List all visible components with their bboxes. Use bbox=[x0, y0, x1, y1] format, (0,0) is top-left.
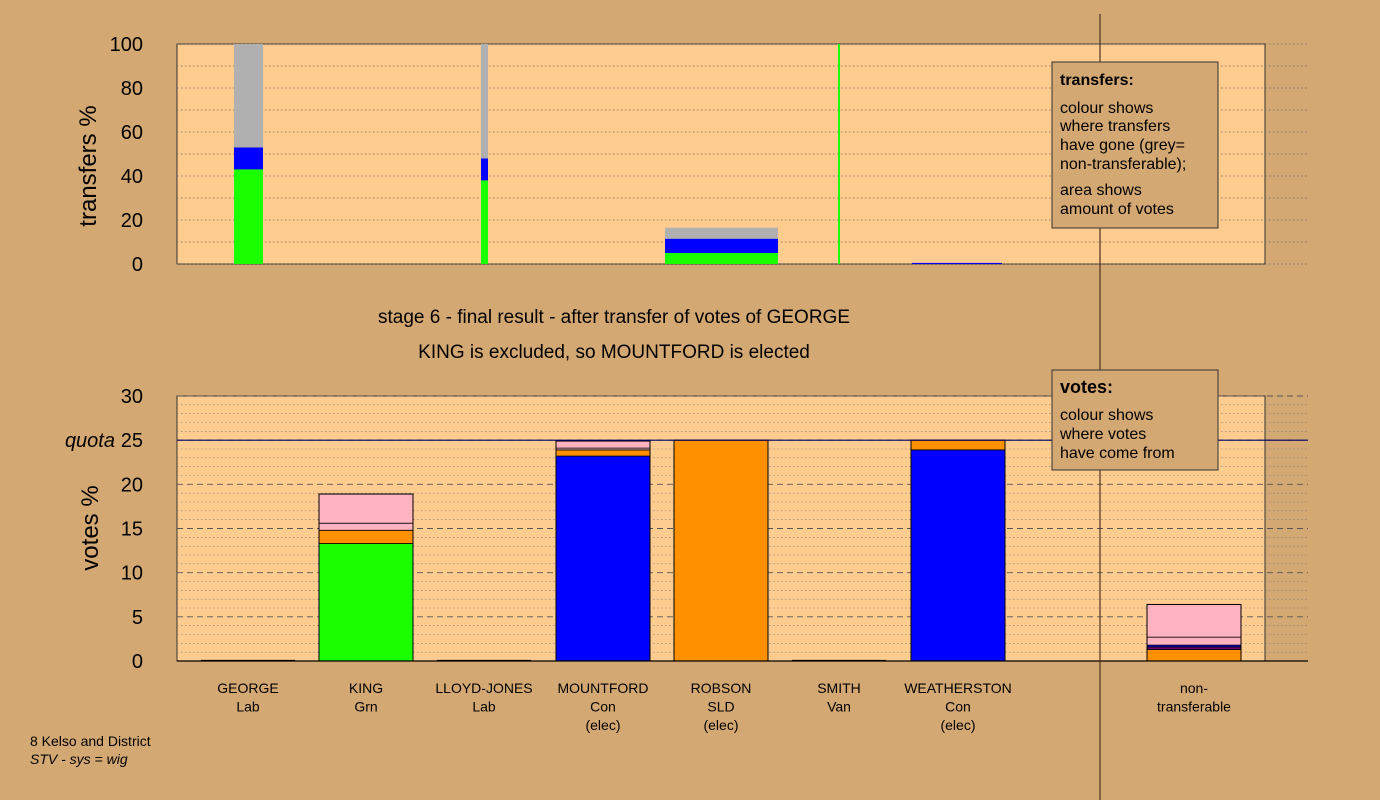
transfers-legend-line: non-transferable); bbox=[1060, 156, 1186, 173]
transfers-legend-line: where transfers bbox=[1059, 118, 1170, 135]
transfer-bar-segment bbox=[912, 262, 1002, 264]
transfers-y-tick-label: 60 bbox=[121, 122, 143, 144]
votes-bars bbox=[201, 439, 1242, 662]
candidate-label-line: (elec) bbox=[703, 717, 738, 733]
transfers-legend-line: area shows bbox=[1060, 182, 1142, 199]
vote-bar-segment bbox=[673, 439, 769, 662]
vote-bar-segment bbox=[910, 439, 1006, 451]
transfers-y-tick-label: 40 bbox=[121, 166, 143, 188]
candidate-label-line: LLOYD-JONES bbox=[435, 680, 532, 696]
transfer-bar-segment bbox=[665, 253, 778, 264]
candidate-label-line: MOUNTFORD bbox=[558, 680, 649, 696]
votes-y-tick-label: 20 bbox=[121, 474, 143, 496]
votes-y-ticks: 0 5 10 15 20 30 25 bbox=[121, 386, 143, 673]
transfers-y-tick-label: 80 bbox=[121, 78, 143, 100]
candidate-label-line: Lab bbox=[236, 699, 260, 715]
transfers-legend: transfers: colour shows where transfers … bbox=[1051, 61, 1219, 229]
transfers-bars bbox=[234, 44, 1002, 264]
vote-bar-segment bbox=[555, 455, 651, 662]
vote-bar-segment bbox=[318, 543, 414, 662]
candidate-label-line: GEORGE bbox=[217, 680, 278, 696]
votes-legend-title: votes: bbox=[1060, 377, 1113, 397]
transfer-bar-segment bbox=[234, 169, 263, 264]
transfer-bar-segment bbox=[481, 180, 488, 264]
vote-bar-segment bbox=[555, 440, 651, 449]
transfers-y-tick-label: 0 bbox=[132, 254, 143, 276]
quota-label: quota bbox=[65, 430, 115, 452]
transfers-y-ticks: 0 20 40 60 80 100 bbox=[110, 34, 143, 276]
candidate-label-line: (elec) bbox=[940, 717, 975, 733]
transfer-bar-segment bbox=[481, 44, 488, 159]
transfer-bar-segment bbox=[665, 238, 778, 253]
candidate-label-line: non- bbox=[1180, 680, 1208, 696]
footer-line1: 8 Kelso and District bbox=[30, 733, 151, 749]
vote-bar-segment bbox=[910, 449, 1006, 662]
vote-bar-segment bbox=[318, 493, 414, 524]
candidate-label-line: Van bbox=[827, 699, 851, 715]
candidate-label-line: WEATHERSTON bbox=[904, 680, 1012, 696]
transfers-legend-line: amount of votes bbox=[1060, 201, 1174, 218]
transfers-legend-line: colour shows bbox=[1060, 100, 1153, 117]
transfers-y-tick-label: 100 bbox=[110, 34, 143, 56]
vote-bar-segment bbox=[1146, 604, 1242, 638]
votes-y-axis-label: votes % bbox=[77, 485, 104, 570]
vote-bar-segment bbox=[1146, 636, 1242, 646]
transfer-bar-segment bbox=[234, 147, 263, 170]
candidate-labels: GEORGE Lab KING Grn LLOYD-JONES Lab MOUNTFORD C… bbox=[217, 680, 1231, 733]
vote-bar-segment bbox=[318, 522, 414, 531]
votes-legend-line: colour shows bbox=[1060, 407, 1153, 424]
votes-y-tick-label: 5 bbox=[132, 607, 143, 629]
votes-y-tick-label: 25 bbox=[121, 430, 143, 452]
votes-legend: votes: colour shows where votes have com… bbox=[1051, 369, 1219, 471]
transfers-legend-title: transfers: bbox=[1060, 72, 1134, 89]
votes-legend-line: have come from bbox=[1060, 445, 1175, 462]
candidate-label-line: ROBSON bbox=[691, 680, 752, 696]
transfers-y-axis-label: transfers % bbox=[75, 105, 102, 226]
candidate-label-line: SLD bbox=[707, 699, 734, 715]
candidate-label-line: transferable bbox=[1157, 699, 1231, 715]
transfer-bar-segment bbox=[838, 44, 840, 264]
votes-legend-line: where votes bbox=[1059, 426, 1146, 443]
transfers-legend-line: have gone (grey= bbox=[1060, 137, 1185, 154]
vote-bar-segment bbox=[555, 449, 651, 457]
votes-y-tick-label: 30 bbox=[121, 386, 143, 408]
stage-heading: stage 6 - final result - after transfer … bbox=[378, 307, 850, 328]
votes-y-tick-label: 15 bbox=[121, 519, 143, 541]
result-heading: KING is excluded, so MOUNTFORD is electe… bbox=[418, 342, 810, 363]
candidate-label-line: Con bbox=[945, 699, 971, 715]
candidate-label-line: (elec) bbox=[585, 717, 620, 733]
votes-y-tick-label: 0 bbox=[132, 651, 143, 673]
vote-bar-segment bbox=[318, 529, 414, 544]
footer-line2: STV - sys = wig bbox=[30, 751, 128, 767]
candidate-label-line: Lab bbox=[472, 699, 496, 715]
transfer-bar-segment bbox=[234, 44, 263, 148]
transfer-bar-segment bbox=[665, 227, 778, 239]
vote-bar-segment bbox=[1146, 649, 1242, 662]
candidate-label-line: Con bbox=[590, 699, 616, 715]
candidate-label-line: KING bbox=[349, 680, 383, 696]
votes-y-tick-label: 10 bbox=[121, 563, 143, 585]
transfer-bar-segment bbox=[481, 158, 488, 181]
candidate-label-line: Grn bbox=[354, 699, 377, 715]
transfers-y-tick-label: 20 bbox=[121, 210, 143, 232]
candidate-label-line: SMITH bbox=[817, 680, 861, 696]
